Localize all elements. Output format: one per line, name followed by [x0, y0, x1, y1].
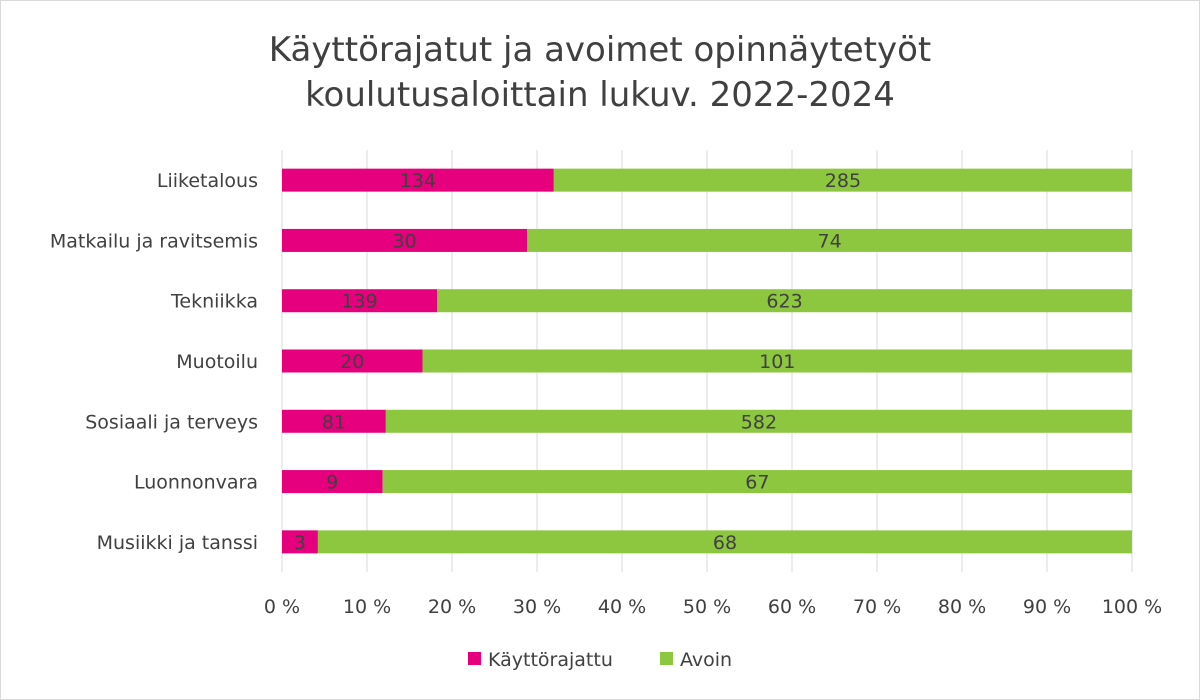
x-tick-label: 10 % — [343, 596, 391, 618]
data-labels: 134 285 30 74 139 623 20 101 81 582 9 67 3 68 — [294, 170, 861, 554]
x-tick-label: 40 % — [598, 596, 646, 618]
chart-title-line-1: Käyttörajatut ja avoimet opinnäytetyöt — [268, 30, 932, 70]
data-label: 30 — [393, 230, 417, 252]
bar-avoin — [382, 470, 1132, 494]
legend[interactable]: Käyttörajattu Avoin — [468, 649, 732, 671]
x-tick-label: 30 % — [513, 596, 561, 618]
bar-avoin — [437, 289, 1132, 313]
x-tick-label: 0 % — [264, 596, 300, 618]
x-tick-label: 60 % — [768, 596, 816, 618]
data-label: 67 — [745, 472, 769, 494]
chart-title-line-2: koulutusaloittain lukuv. 2022-2024 — [305, 75, 895, 115]
x-tick-label: 100 % — [1102, 596, 1162, 618]
bar-kayttorajattu — [282, 530, 318, 554]
category-label: Luonnonvara — [134, 472, 258, 494]
data-label: 68 — [713, 532, 737, 554]
data-label: 285 — [825, 170, 861, 192]
x-tick-label: 50 % — [683, 596, 731, 618]
legend-swatch — [660, 652, 673, 665]
data-label: 20 — [340, 351, 364, 373]
data-label: 9 — [326, 472, 338, 494]
category-label: Muotoilu — [176, 351, 258, 373]
bar-kayttorajattu — [282, 168, 554, 192]
legend-item[interactable]: Avoin — [660, 649, 732, 671]
data-label: 623 — [766, 291, 802, 313]
data-label: 134 — [400, 170, 436, 192]
data-label: 3 — [294, 532, 306, 554]
data-label: 582 — [741, 411, 777, 433]
bar-avoin — [422, 349, 1133, 373]
legend-label: Avoin — [680, 649, 732, 671]
bar-avoin — [527, 228, 1132, 252]
category-label: Liiketalous — [157, 170, 258, 192]
x-tick-label: 20 % — [428, 596, 476, 618]
category-label: Sosiaali ja terveys — [85, 411, 258, 433]
x-tick-label: 70 % — [853, 596, 901, 618]
bar-avoin — [317, 530, 1132, 554]
category-axis: Liiketalous Matkailu ja ravitsemis Tekniik… — [50, 170, 258, 554]
x-tick-label: 90 % — [1023, 596, 1071, 618]
data-label: 74 — [818, 230, 842, 252]
legend-swatch — [468, 652, 481, 665]
bars — [282, 168, 1133, 554]
legend-label: Käyttörajattu — [488, 649, 613, 671]
bar-kayttorajattu — [282, 228, 528, 252]
bar-kayttorajattu — [282, 289, 438, 313]
bar-avoin — [553, 168, 1132, 192]
chart-title: Käyttörajatut ja avoimet opinnäytetyöt k… — [0, 28, 1200, 118]
bar-kayttorajattu — [282, 409, 386, 433]
data-label: 81 — [322, 411, 346, 433]
data-label: 101 — [759, 351, 795, 373]
bar-kayttorajattu — [282, 349, 423, 373]
bar-avoin — [385, 409, 1132, 433]
category-label: Tekniikka — [170, 291, 258, 313]
value-axis: 0 % 10 % 20 % 30 % 40 % 50 % 60 % 70 % 80 % 90 % 1… — [264, 596, 1162, 618]
category-label: Musiikki ja tanssi — [97, 532, 258, 554]
bar-kayttorajattu — [282, 470, 383, 494]
x-tick-label: 80 % — [938, 596, 986, 618]
data-label: 139 — [341, 291, 377, 313]
category-label: Matkailu ja ravitsemis — [50, 230, 258, 252]
legend-item[interactable]: Käyttörajattu — [468, 649, 613, 671]
